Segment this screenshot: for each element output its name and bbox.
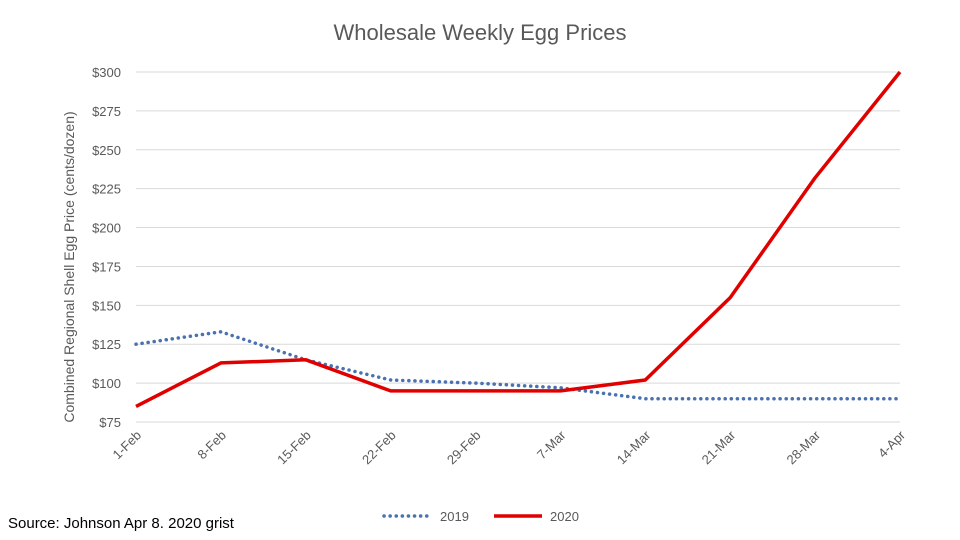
x-tick-label: 4-Apr <box>875 427 909 461</box>
y-tick-label: $75 <box>99 415 121 430</box>
x-tick-label: 1-Feb <box>109 428 144 463</box>
x-tick-label: 7-Mar <box>534 427 569 462</box>
x-axis-ticks: 1-Feb 8-Feb 15-Feb 22-Feb 29-Feb 7-Mar 14-Mar 2… <box>109 427 908 467</box>
y-axis-label: Combined Regional Shell Egg Price (cents… <box>61 111 77 422</box>
legend-label-2020: 2020 <box>550 509 579 524</box>
y-tick-label: $150 <box>92 298 121 313</box>
source-note: Source: Johnson Apr 8. 2020 grist <box>8 515 234 532</box>
x-tick-label: 29-Feb <box>444 428 484 468</box>
x-tick-label: 8-Feb <box>194 428 229 463</box>
x-tick-label: 15-Feb <box>274 428 314 468</box>
y-tick-label: $250 <box>92 143 121 158</box>
y-tick-label: $275 <box>92 104 121 119</box>
legend-label-2019: 2019 <box>440 509 469 524</box>
y-tick-label: $100 <box>92 376 121 391</box>
y-tick-label: $175 <box>92 259 121 274</box>
y-tick-label: $125 <box>92 337 121 352</box>
y-tick-label: $200 <box>92 221 121 236</box>
series-line-2019 <box>134 330 902 401</box>
x-tick-label: 28-Mar <box>784 427 824 467</box>
y-tick-label: $225 <box>92 182 121 197</box>
gridlines <box>136 71 900 423</box>
x-tick-label: 21-Mar <box>699 427 739 467</box>
series-lines <box>134 70 902 408</box>
chart-title: Wholesale Weekly Egg Prices <box>333 20 626 45</box>
x-tick-label: 22-Feb <box>359 428 399 468</box>
y-tick-label: $300 <box>92 65 121 80</box>
x-tick-label: 14-Mar <box>614 427 654 467</box>
y-axis-ticks: $75 $100 $125 $150 $175 $200 $225 $250 $275 $300 <box>92 65 121 430</box>
series-line-2020 <box>135 70 902 408</box>
legend: 2019 2020 <box>382 509 579 524</box>
